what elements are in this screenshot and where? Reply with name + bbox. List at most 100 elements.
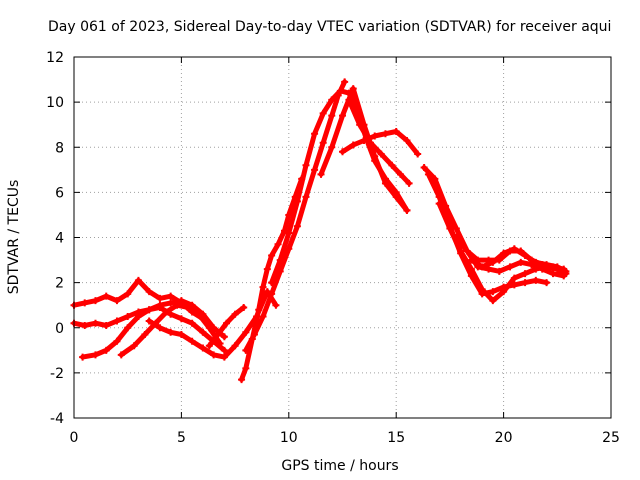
data-point-marker: [167, 292, 175, 300]
data-point-marker: [276, 256, 284, 264]
x-tick-label: 0: [70, 430, 79, 446]
data-point-marker: [339, 148, 346, 156]
y-tick-label: 8: [55, 140, 64, 156]
series-arc-6: [205, 303, 248, 350]
data-point-marker: [81, 321, 89, 329]
data-point-marker: [91, 351, 99, 359]
data-point-marker: [452, 234, 460, 241]
data-point-marker: [259, 312, 267, 320]
series-arc-10: [317, 85, 411, 214]
data-point-marker: [356, 121, 364, 129]
data-point-marker: [156, 294, 164, 302]
data-point-marker: [414, 150, 422, 158]
data-point-marker: [141, 331, 149, 339]
data-point-marker: [274, 240, 282, 248]
data-point-marker: [293, 197, 301, 205]
data-point-marker: [220, 333, 228, 341]
data-point-marker: [145, 317, 153, 325]
y-tick-label: -4: [50, 411, 64, 427]
data-point-marker: [478, 263, 486, 271]
y-tick-label: -2: [50, 366, 64, 382]
series-line: [118, 302, 223, 358]
data-point-marker: [124, 324, 132, 332]
data-point-marker: [102, 292, 110, 300]
data-point-marker: [91, 297, 99, 305]
data-point-marker: [220, 353, 228, 361]
data-point-marker: [435, 200, 443, 208]
data-point-marker: [79, 353, 87, 361]
series-arc-17: [467, 245, 570, 275]
data-point-marker: [371, 152, 379, 160]
chart-title: Day 061 of 2023, Sidereal Day-to-day VTE…: [48, 19, 611, 35]
data-point-marker: [521, 270, 529, 278]
data-point-marker: [145, 288, 153, 296]
data-point-marker: [113, 317, 121, 325]
data-point-marker: [268, 279, 276, 287]
y-tick-label: 6: [55, 185, 64, 201]
data-point-marker: [240, 303, 248, 311]
data-point-marker: [134, 276, 142, 284]
series-arc-12: [345, 96, 413, 187]
data-point-marker: [173, 301, 181, 309]
data-point-marker: [463, 247, 471, 255]
data-point-marker: [113, 297, 121, 305]
data-point-marker: [543, 279, 551, 287]
data-point-marker: [521, 279, 529, 287]
data-point-marker: [403, 206, 411, 214]
y-tick-label: 4: [55, 231, 64, 247]
x-tick-label: 10: [280, 430, 298, 446]
data-point-marker: [167, 328, 175, 336]
data-point-marker: [500, 249, 508, 257]
y-tick-label: 2: [55, 276, 64, 292]
data-point-marker: [388, 161, 396, 169]
data-point-marker: [506, 263, 514, 271]
data-point-marker: [452, 224, 460, 232]
data-point-marker: [328, 143, 336, 151]
data-point-marker: [250, 331, 258, 339]
data-point-marker: [336, 87, 344, 95]
data-point-marker: [319, 109, 327, 117]
data-point-marker: [210, 351, 218, 359]
data-point-marker: [317, 170, 325, 178]
data-point-marker: [381, 130, 389, 138]
data-point-marker: [124, 290, 132, 298]
data-point-marker: [91, 319, 99, 327]
data-point-marker: [145, 306, 153, 314]
data-point-marker: [242, 346, 250, 354]
data-point-marker: [285, 229, 293, 237]
data-point-marker: [489, 258, 497, 266]
series-line: [80, 298, 227, 360]
data-point-marker: [177, 315, 185, 323]
x-tick-label: 15: [387, 430, 405, 446]
data-point-marker: [311, 130, 319, 138]
data-point-marker: [177, 297, 185, 305]
data-point-marker: [81, 299, 89, 307]
data-point-marker: [371, 132, 379, 140]
data-point-marker: [302, 161, 310, 169]
data-point-marker: [188, 319, 196, 327]
data-point-marker: [532, 265, 540, 273]
data-point-marker: [268, 290, 276, 298]
data-point-marker: [272, 301, 280, 309]
data-point-marker: [205, 342, 213, 350]
data-point-marker: [467, 265, 475, 273]
data-point-marker: [188, 337, 196, 345]
data-point-marker: [424, 170, 432, 178]
y-tick-label: 10: [46, 95, 64, 111]
data-point-marker: [124, 312, 132, 320]
data-point-marker: [259, 283, 267, 291]
data-point-marker: [405, 179, 413, 187]
data-point-marker: [216, 340, 224, 348]
data-point-marker: [521, 252, 529, 260]
data-point-marker: [293, 222, 301, 230]
data-point-marker: [328, 96, 336, 104]
data-point-marker: [341, 78, 349, 86]
axis-ticks: 0 5 10 15 20 25 -4 -2 0 2 4 6 8 10 12: [46, 50, 620, 446]
data-point-marker: [543, 261, 551, 269]
data-point-marker: [177, 331, 185, 339]
data-point-marker: [381, 179, 389, 187]
data-point-marker: [263, 265, 271, 273]
data-point-marker: [167, 299, 175, 307]
data-point-marker: [102, 321, 110, 329]
data-point-marker: [255, 306, 263, 314]
